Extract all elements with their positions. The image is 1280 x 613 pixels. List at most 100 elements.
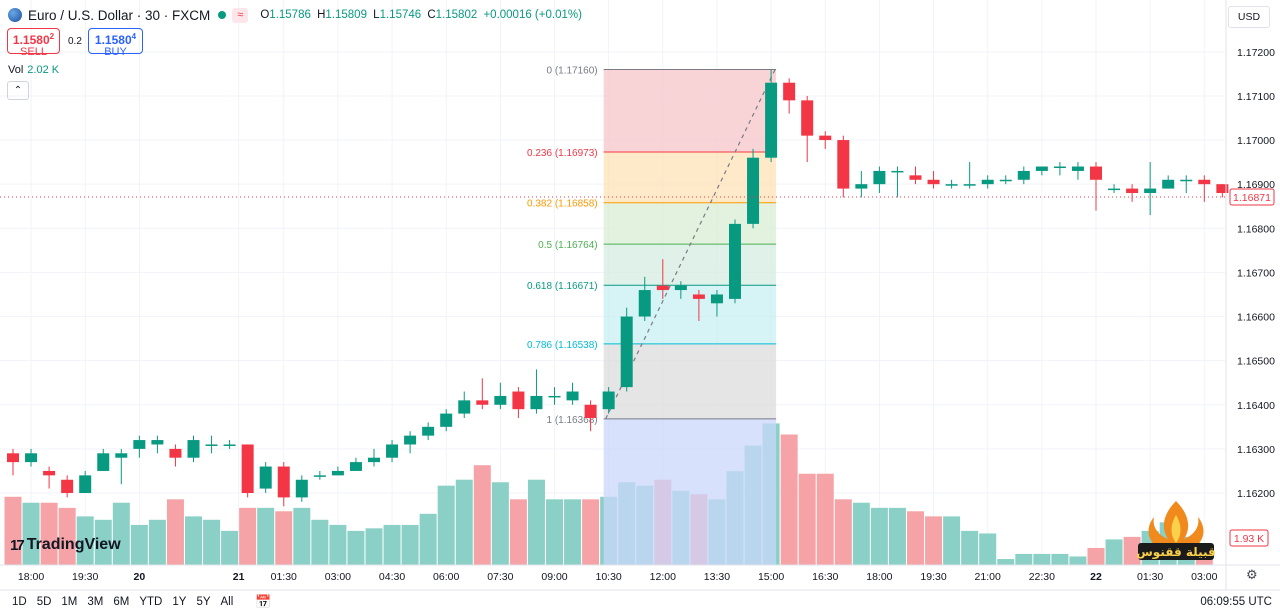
candle-body[interactable] bbox=[386, 444, 399, 458]
candle-body[interactable] bbox=[241, 444, 254, 493]
candle-body[interactable] bbox=[765, 82, 778, 158]
candle-body[interactable] bbox=[133, 440, 146, 449]
candle-body[interactable] bbox=[1090, 166, 1102, 180]
candle-body[interactable] bbox=[25, 453, 38, 463]
candle-body[interactable] bbox=[891, 170, 904, 173]
buy-button[interactable]: 1.15804 BUY bbox=[88, 28, 143, 58]
candle-body[interactable] bbox=[458, 400, 471, 414]
candle-body[interactable] bbox=[422, 426, 435, 436]
candle-body[interactable] bbox=[729, 223, 741, 299]
last-price-box[interactable] bbox=[1229, 188, 1275, 206]
candle-body[interactable] bbox=[620, 316, 633, 388]
range-button-5d[interactable]: 5D bbox=[36, 596, 52, 608]
range-button-1d[interactable]: 1D bbox=[12, 596, 27, 608]
candle-body[interactable] bbox=[205, 444, 218, 446]
candle-body[interactable] bbox=[819, 135, 832, 141]
sell-button[interactable]: 1.15802 SELL bbox=[7, 28, 60, 58]
candle-body[interactable] bbox=[1053, 166, 1066, 169]
candle-body[interactable] bbox=[295, 479, 308, 498]
candle-body[interactable] bbox=[7, 453, 19, 463]
time-tick-label: 21 bbox=[233, 571, 245, 583]
candle-body[interactable] bbox=[1071, 166, 1084, 171]
candle-body[interactable] bbox=[313, 475, 326, 477]
volume-value-box[interactable] bbox=[1229, 529, 1269, 547]
candle-body[interactable] bbox=[277, 466, 290, 498]
candle-body[interactable] bbox=[945, 184, 958, 186]
candle-body[interactable] bbox=[1035, 166, 1048, 171]
change-value: +0.00016 (+0.01%) bbox=[483, 9, 582, 21]
candle-body[interactable] bbox=[349, 462, 362, 471]
candle-body[interactable] bbox=[837, 140, 850, 189]
candle-body[interactable] bbox=[710, 294, 723, 304]
volume-bar bbox=[798, 473, 816, 565]
candle-body[interactable] bbox=[1198, 179, 1211, 185]
symbol-title[interactable]: Euro / U.S. Dollar · 30 · FXCM bbox=[28, 7, 211, 23]
candle-body[interactable] bbox=[963, 184, 976, 186]
candle-body[interactable] bbox=[692, 294, 705, 299]
candle-body[interactable] bbox=[1017, 170, 1030, 180]
candle-body[interactable] bbox=[783, 82, 796, 101]
candle-body[interactable] bbox=[981, 179, 994, 185]
candle-body[interactable] bbox=[801, 100, 814, 136]
candle-body[interactable] bbox=[43, 470, 56, 476]
candle-body[interactable] bbox=[1126, 188, 1139, 193]
volume-legend[interactable]: Vol 2.02 K bbox=[8, 64, 60, 76]
candle-body[interactable] bbox=[1108, 188, 1121, 191]
candle-body[interactable] bbox=[999, 179, 1012, 182]
candle-body[interactable] bbox=[530, 395, 543, 410]
candle-body[interactable] bbox=[187, 440, 200, 458]
settings-gear-icon[interactable]: ⚙ bbox=[1246, 567, 1258, 582]
candle-body[interactable] bbox=[927, 179, 940, 185]
candle-body[interactable] bbox=[404, 435, 417, 445]
candle-body[interactable] bbox=[548, 395, 561, 398]
candle-body[interactable] bbox=[331, 470, 344, 476]
market-status-dot[interactable] bbox=[218, 11, 227, 19]
volume-bar bbox=[527, 479, 545, 565]
price-tick-label: 1.17200 bbox=[1237, 47, 1275, 59]
collapse-legend-button[interactable]: ⌃ bbox=[7, 81, 29, 100]
candle-body[interactable] bbox=[1144, 188, 1157, 193]
candle-body[interactable] bbox=[259, 466, 272, 489]
range-button-6m[interactable]: 6M bbox=[113, 596, 130, 608]
symbol-icon[interactable] bbox=[8, 8, 22, 22]
candle-body[interactable] bbox=[584, 404, 597, 418]
candle-body[interactable] bbox=[909, 175, 922, 180]
candle-body[interactable] bbox=[1216, 184, 1229, 193]
candle-body[interactable] bbox=[61, 479, 74, 493]
candle-body[interactable] bbox=[151, 440, 164, 445]
candle-body[interactable] bbox=[855, 184, 868, 189]
fib-trend-line[interactable] bbox=[605, 69, 776, 420]
candle-body[interactable] bbox=[476, 400, 489, 405]
range-button-1y[interactable]: 1Y bbox=[172, 596, 187, 608]
candle-body[interactable] bbox=[1162, 179, 1175, 189]
range-button-3m[interactable]: 3M bbox=[87, 596, 104, 608]
range-button-5y[interactable]: 5Y bbox=[196, 596, 211, 608]
candle-body[interactable] bbox=[566, 391, 579, 401]
candle-body[interactable] bbox=[1180, 179, 1193, 182]
candle-body[interactable] bbox=[169, 448, 182, 458]
candle-body[interactable] bbox=[440, 413, 453, 427]
candle-body[interactable] bbox=[494, 395, 507, 405]
indicator-badge[interactable]: ≈ bbox=[232, 7, 249, 23]
range-button-1m[interactable]: 1M bbox=[61, 596, 78, 608]
candle-body[interactable] bbox=[674, 285, 687, 291]
candle-body[interactable] bbox=[602, 391, 615, 410]
candle-body[interactable] bbox=[97, 453, 110, 471]
candle-body[interactable] bbox=[747, 157, 760, 224]
volume-bar bbox=[311, 519, 329, 565]
range-button-ytd[interactable]: YTD bbox=[139, 596, 163, 608]
range-button-all[interactable]: All bbox=[220, 596, 234, 608]
candle-body[interactable] bbox=[512, 391, 525, 410]
candle-body[interactable] bbox=[368, 457, 380, 463]
currency-selector[interactable]: USD bbox=[1228, 6, 1270, 28]
tradingview-logo[interactable]: 17 TradingView bbox=[10, 536, 121, 554]
utc-clock[interactable]: 06:09:55 UTC bbox=[1200, 596, 1272, 608]
candle-body[interactable] bbox=[79, 475, 92, 493]
candle-body[interactable] bbox=[656, 285, 669, 291]
candle-body[interactable] bbox=[115, 453, 128, 458]
candle-body[interactable] bbox=[638, 290, 651, 317]
date-range-calendar-icon[interactable]: 📅 bbox=[255, 594, 272, 609]
candle-body[interactable] bbox=[223, 444, 236, 446]
candle-body[interactable] bbox=[873, 170, 886, 185]
